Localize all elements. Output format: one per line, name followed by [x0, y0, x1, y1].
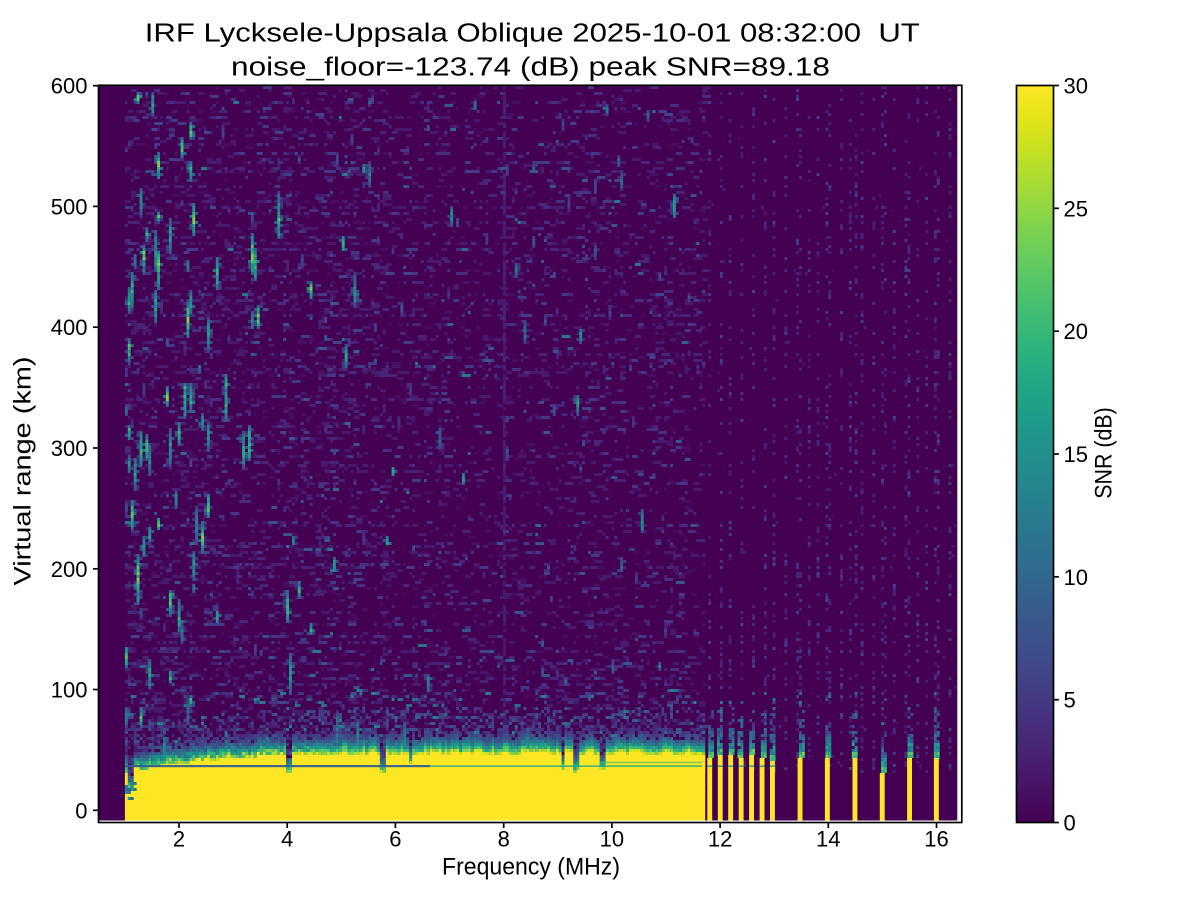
svg-text:6: 6: [389, 827, 401, 852]
svg-text:600: 600: [51, 74, 88, 99]
svg-text:30: 30: [1064, 74, 1088, 99]
svg-text:15: 15: [1064, 442, 1088, 467]
svg-text:200: 200: [51, 557, 88, 582]
svg-text:Frequency (MHz): Frequency (MHz): [442, 853, 620, 880]
svg-text:100: 100: [51, 678, 88, 703]
svg-text:10: 10: [600, 827, 624, 852]
svg-text:noise_floor=-123.74 (dB) peak: noise_floor=-123.74 (dB) peak SNR=89.18: [231, 54, 830, 82]
svg-text:14: 14: [816, 827, 840, 852]
svg-text:SNR (dB): SNR (dB): [1091, 407, 1118, 499]
svg-text:0: 0: [75, 798, 87, 823]
svg-text:500: 500: [51, 194, 88, 219]
svg-text:IRF Lycksele-Uppsala Oblique 2: IRF Lycksele-Uppsala Oblique 2025-10-01 …: [145, 20, 920, 48]
svg-text:20: 20: [1064, 319, 1088, 344]
svg-text:300: 300: [51, 436, 88, 461]
svg-text:400: 400: [51, 315, 88, 340]
svg-text:0: 0: [1064, 811, 1076, 836]
svg-text:10: 10: [1064, 565, 1088, 590]
svg-text:4: 4: [281, 827, 293, 852]
svg-text:5: 5: [1064, 688, 1076, 713]
svg-text:2: 2: [173, 827, 185, 852]
svg-text:Virtual range (km): Virtual range (km): [10, 357, 37, 586]
svg-text:12: 12: [708, 827, 732, 852]
svg-text:8: 8: [498, 827, 510, 852]
svg-text:25: 25: [1064, 196, 1088, 221]
svg-text:16: 16: [924, 827, 948, 852]
